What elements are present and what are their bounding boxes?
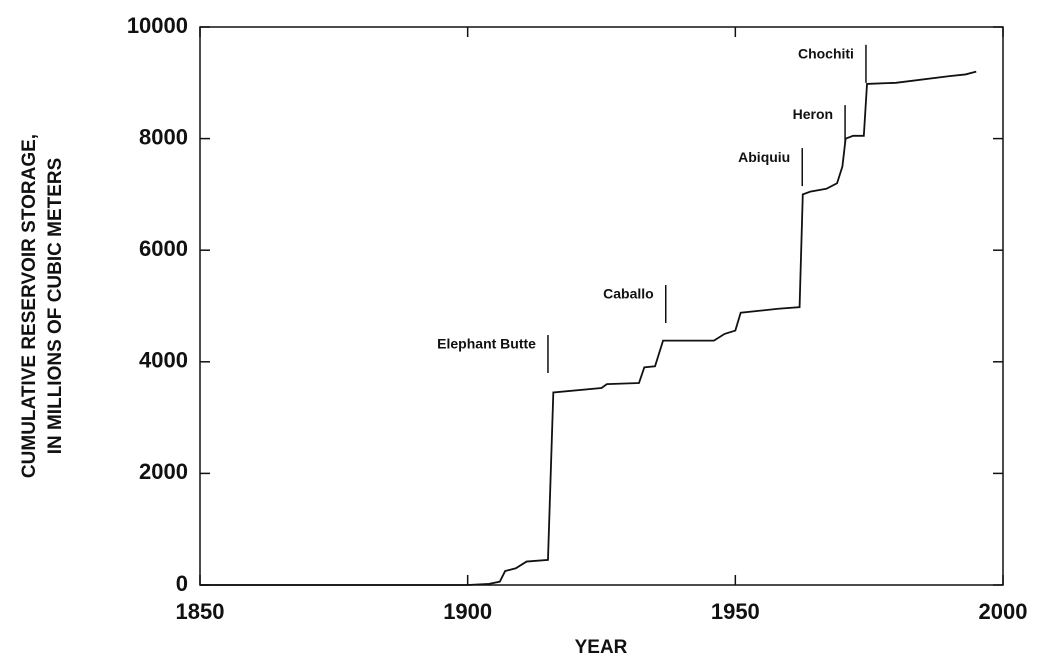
y-tick-label: 0 [176,571,188,596]
y-tick-label: 10000 [127,13,188,38]
data-line [200,70,977,586]
y-tick-label: 4000 [139,348,188,373]
y-tick-label: 8000 [139,124,188,149]
annotation: Chochiti [798,46,854,62]
x-tick-label: 1900 [443,599,492,624]
x-tick-label: 2000 [979,599,1028,624]
y-axis-label: IN MILLIONS OF CUBIC METERS [45,158,66,455]
x-tick-label: 1850 [176,599,225,624]
y-tick-label: 2000 [139,459,188,484]
y-axis-label: CUMULATIVE RESERVOIR STORAGE, [19,134,40,478]
x-axis-label: YEAR [575,637,628,658]
annotation: Elephant Butte [437,336,536,352]
y-tick-label: 6000 [139,236,188,261]
plot-frame [199,26,1004,586]
annotation: Caballo [603,286,654,302]
annotation: Abiquiu [738,149,790,165]
annotation: Heron [793,106,833,122]
x-tick-label: 1950 [711,599,760,624]
